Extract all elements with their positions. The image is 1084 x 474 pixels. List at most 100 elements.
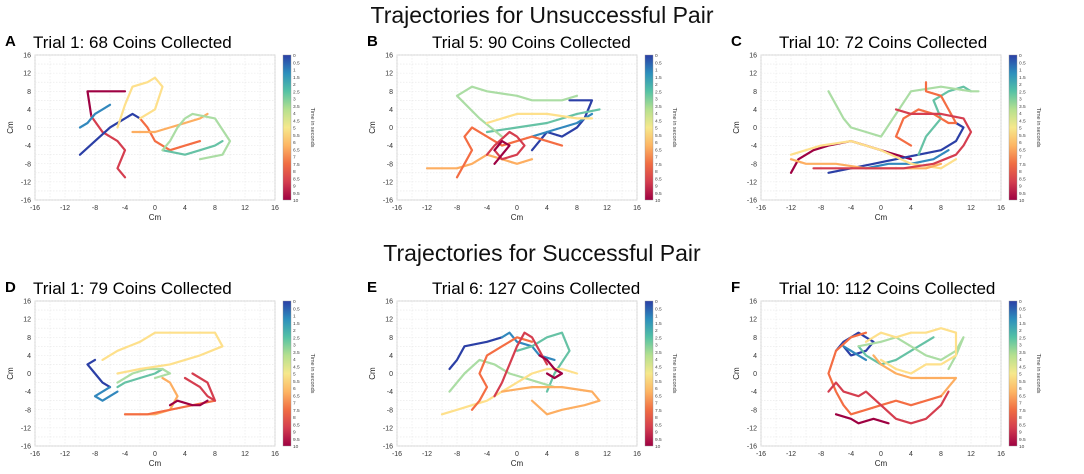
colorbar-tick-label: 9 [1019, 184, 1022, 190]
colorbar-tick-label: 3.5 [655, 104, 662, 110]
x-tick-label: 16 [633, 205, 641, 212]
colorbar-tick-label: 2.5 [293, 89, 300, 95]
colorbar-tick-label: 3.5 [1019, 350, 1026, 356]
x-tick-label: -8 [92, 205, 98, 212]
y-tick-label: -12 [383, 179, 393, 186]
colorbar [282, 300, 292, 447]
trajectory-segment [78, 112, 142, 156]
colorbar-tick-label: 0.5 [293, 60, 300, 66]
y-tick-label: 12 [749, 317, 757, 324]
colorbar-tick-label: 8 [293, 415, 296, 421]
colorbar-tick-label: 7 [293, 155, 296, 161]
y-tick-label: -8 [751, 407, 757, 414]
colorbar-tick-label: 3.5 [1019, 104, 1026, 110]
trajectory-segment [500, 385, 601, 416]
colorbar-tick-label: 6 [293, 386, 296, 392]
trajectory-segment [834, 413, 890, 425]
trajectory-segment [894, 81, 958, 147]
y-tick-label: -4 [25, 389, 31, 396]
x-tick-label: -8 [454, 205, 460, 212]
colorbar-tick-label: 6 [655, 140, 658, 146]
trajectory-segment [101, 331, 224, 375]
colorbar-tick-label: 10 [655, 198, 661, 204]
colorbar-tick-label: 7 [1019, 155, 1022, 161]
y-tick-label: 0 [27, 125, 31, 132]
panel-letter: A [5, 33, 16, 50]
colorbar-tick-label: 8 [1019, 169, 1022, 175]
y-tick-label: 8 [389, 335, 393, 342]
colorbar-tick-label: 5.5 [1019, 379, 1026, 385]
trajectory-segment [842, 345, 868, 362]
x-tick-label: 12 [967, 451, 975, 458]
x-tick-label: 16 [997, 205, 1005, 212]
y-tick-label: 12 [749, 71, 757, 78]
x-tick-label: 0 [879, 205, 883, 212]
trajectory-segment [917, 85, 973, 156]
y-axis-label: Cm [6, 121, 15, 134]
colorbar-tick-label: 3.5 [655, 350, 662, 356]
colorbar-tick-label: 0 [1019, 299, 1022, 305]
x-tick-label: -8 [92, 451, 98, 458]
y-tick-label: -4 [751, 389, 757, 396]
y-tick-label: -16 [747, 444, 757, 451]
colorbar-tick-label: 6 [1019, 140, 1022, 146]
colorbar-tick-label: 5 [293, 372, 296, 378]
y-axis-label: Cm [368, 367, 377, 380]
colorbar-label: Time in seconds [1035, 354, 1041, 394]
x-tick-label: -12 [60, 205, 70, 212]
colorbar-tick-label: 10 [655, 444, 661, 450]
y-tick-label: 12 [385, 317, 393, 324]
colorbar-tick-label: 1 [655, 68, 658, 74]
colorbar-tick-label: 4.5 [1019, 364, 1026, 370]
colorbar-tick-label: 8 [1019, 415, 1022, 421]
x-tick-label: 0 [515, 205, 519, 212]
trajectory-segment [116, 367, 164, 389]
y-tick-label: 0 [753, 125, 757, 132]
colorbar-tick-label: 6.5 [1019, 147, 1026, 153]
colorbar-tick-label: 10 [293, 444, 299, 450]
panel-letter: F [731, 279, 741, 296]
colorbar-tick-label: 3 [1019, 343, 1022, 349]
x-tick-label: 12 [603, 205, 611, 212]
colorbar-tick-label: 2 [1019, 82, 1022, 88]
colorbar-tick-label: 7.5 [655, 162, 662, 168]
y-tick-label: 16 [23, 299, 31, 306]
trajectory-segment [827, 381, 950, 425]
trajectory-chart: -16 -12 -8 -4 0 4 8 12 161612840-4-8-12-16CmCm00… [6, 299, 315, 469]
trajectory-chart: -16 -12 -8 -4 0 4 8 12 161612840-4-8-12-16CmCm00… [368, 53, 677, 223]
chart-title: Trial 10: 72 Coins Collected [779, 33, 988, 52]
trajectory-segment [515, 331, 571, 393]
colorbar-tick-label: 2 [293, 82, 296, 88]
y-tick-label: -12 [21, 425, 31, 432]
colorbar-tick-label: 10 [1019, 198, 1025, 204]
y-tick-label: -12 [747, 179, 757, 186]
x-axis-label: Cm [875, 459, 888, 468]
x-tick-label: 8 [575, 451, 579, 458]
y-tick-label: -8 [387, 407, 393, 414]
colorbar-tick-label: 4.5 [655, 364, 662, 370]
colorbar-tick-label: 0.5 [1019, 306, 1026, 312]
x-tick-label: -8 [818, 205, 824, 212]
colorbar-tick-label: 1.5 [655, 321, 662, 327]
colorbar-tick-label: 3 [293, 97, 296, 103]
x-tick-label: 16 [633, 451, 641, 458]
y-tick-label: -4 [387, 143, 393, 150]
colorbar-tick-label: 0.5 [655, 306, 662, 312]
x-tick-label: 8 [213, 451, 217, 458]
colorbar-tick-label: 2.5 [655, 89, 662, 95]
chart-panel-a: A Trial 1: 68 Coins Collected -16 -12 -8 -4 0 4… [5, 33, 335, 228]
colorbar-tick-label: 4 [293, 111, 296, 117]
colorbar-tick-label: 3 [655, 97, 658, 103]
colorbar-tick-label: 9.5 [293, 191, 300, 197]
colorbar-tick-label: 0 [293, 299, 296, 305]
y-axis-label: Cm [368, 121, 377, 134]
x-tick-label: -12 [786, 205, 796, 212]
x-tick-label: -12 [422, 205, 432, 212]
y-tick-label: 4 [753, 353, 757, 360]
trajectory-segment [161, 112, 232, 161]
colorbar-tick-label: 3.5 [293, 104, 300, 110]
y-tick-label: -12 [21, 179, 31, 186]
x-tick-label: -4 [484, 451, 490, 458]
colorbar-tick-label: 1 [293, 68, 296, 74]
colorbar-tick-label: 4 [655, 111, 658, 117]
